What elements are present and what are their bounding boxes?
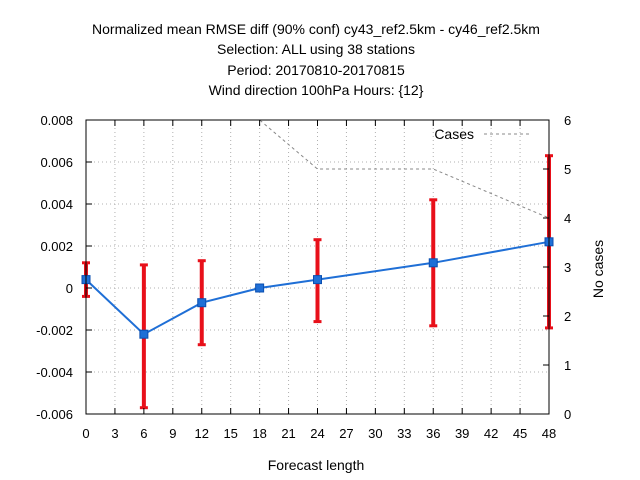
data-point	[139, 329, 149, 339]
chart-title: Normalized mean RMSE diff (90% conf) cy4…	[92, 21, 540, 98]
x-tick-label: 15	[223, 426, 237, 441]
x-tick-label: 24	[310, 426, 324, 441]
x-tick-label: 45	[513, 426, 527, 441]
x-tick-label: 12	[195, 426, 209, 441]
x-tick-label: 36	[426, 426, 440, 441]
x-tick-label: 33	[397, 426, 411, 441]
y2-tick-label: 1	[564, 358, 571, 373]
x-axis-title: Forecast length	[268, 457, 365, 473]
y-tick-label: -0.002	[36, 323, 73, 338]
y2-tick-label: 3	[564, 260, 571, 275]
title-line-3: Period: 20170810-20170815	[227, 62, 405, 78]
data-point	[428, 258, 438, 268]
y-tick-label: 0.004	[40, 197, 73, 212]
y-tick-label: 0.008	[40, 113, 73, 128]
y2-tick-label: 0	[564, 407, 571, 422]
y2-tick-label: 2	[564, 309, 571, 324]
y-axis-ticks: -0.006 -0.004 -0.002 0 0.002 0.004 0.006 0.008	[36, 113, 92, 422]
x-tick-label: 6	[140, 426, 147, 441]
y2-axis-title: No cases	[590, 240, 606, 298]
x-tick-label: 3	[111, 426, 118, 441]
y-tick-label: -0.006	[36, 407, 73, 422]
y-tick-label: 0.002	[40, 239, 73, 254]
y-tick-label: -0.004	[36, 365, 73, 380]
y-tick-label: 0	[66, 281, 73, 296]
y2-tick-label: 5	[564, 162, 571, 177]
legend-label-cases: Cases	[434, 126, 474, 142]
x-tick-label: 48	[542, 426, 556, 441]
x-tick-label: 18	[252, 426, 266, 441]
y2-axis-ticks: 0 1 2 3 4 5 6	[543, 113, 571, 422]
x-tick-label: 30	[368, 426, 382, 441]
x-tick-label: 42	[484, 426, 498, 441]
y2-tick-label: 6	[564, 113, 571, 128]
x-tick-label: 0	[82, 426, 89, 441]
data-point	[313, 275, 322, 285]
data-point	[197, 298, 207, 308]
title-line-1: Normalized mean RMSE diff (90% conf) cy4…	[92, 21, 540, 37]
y2-tick-label: 4	[564, 211, 571, 226]
y-tick-label: 0.006	[40, 155, 73, 170]
x-tick-label: 39	[455, 426, 469, 441]
x-tick-label: 9	[169, 426, 176, 441]
legend: Cases	[434, 126, 531, 142]
data-point	[255, 283, 265, 293]
x-axis-ticks: 0 3 6 9 12 15 18 21 24 27 30 33 36 39 42 45 48	[82, 120, 556, 441]
title-line-2: Selection: ALL using 38 stations	[217, 41, 415, 57]
title-line-4: Wind direction 100hPa Hours: {12}	[209, 82, 424, 98]
x-tick-label: 27	[339, 426, 353, 441]
x-tick-label: 21	[281, 426, 295, 441]
